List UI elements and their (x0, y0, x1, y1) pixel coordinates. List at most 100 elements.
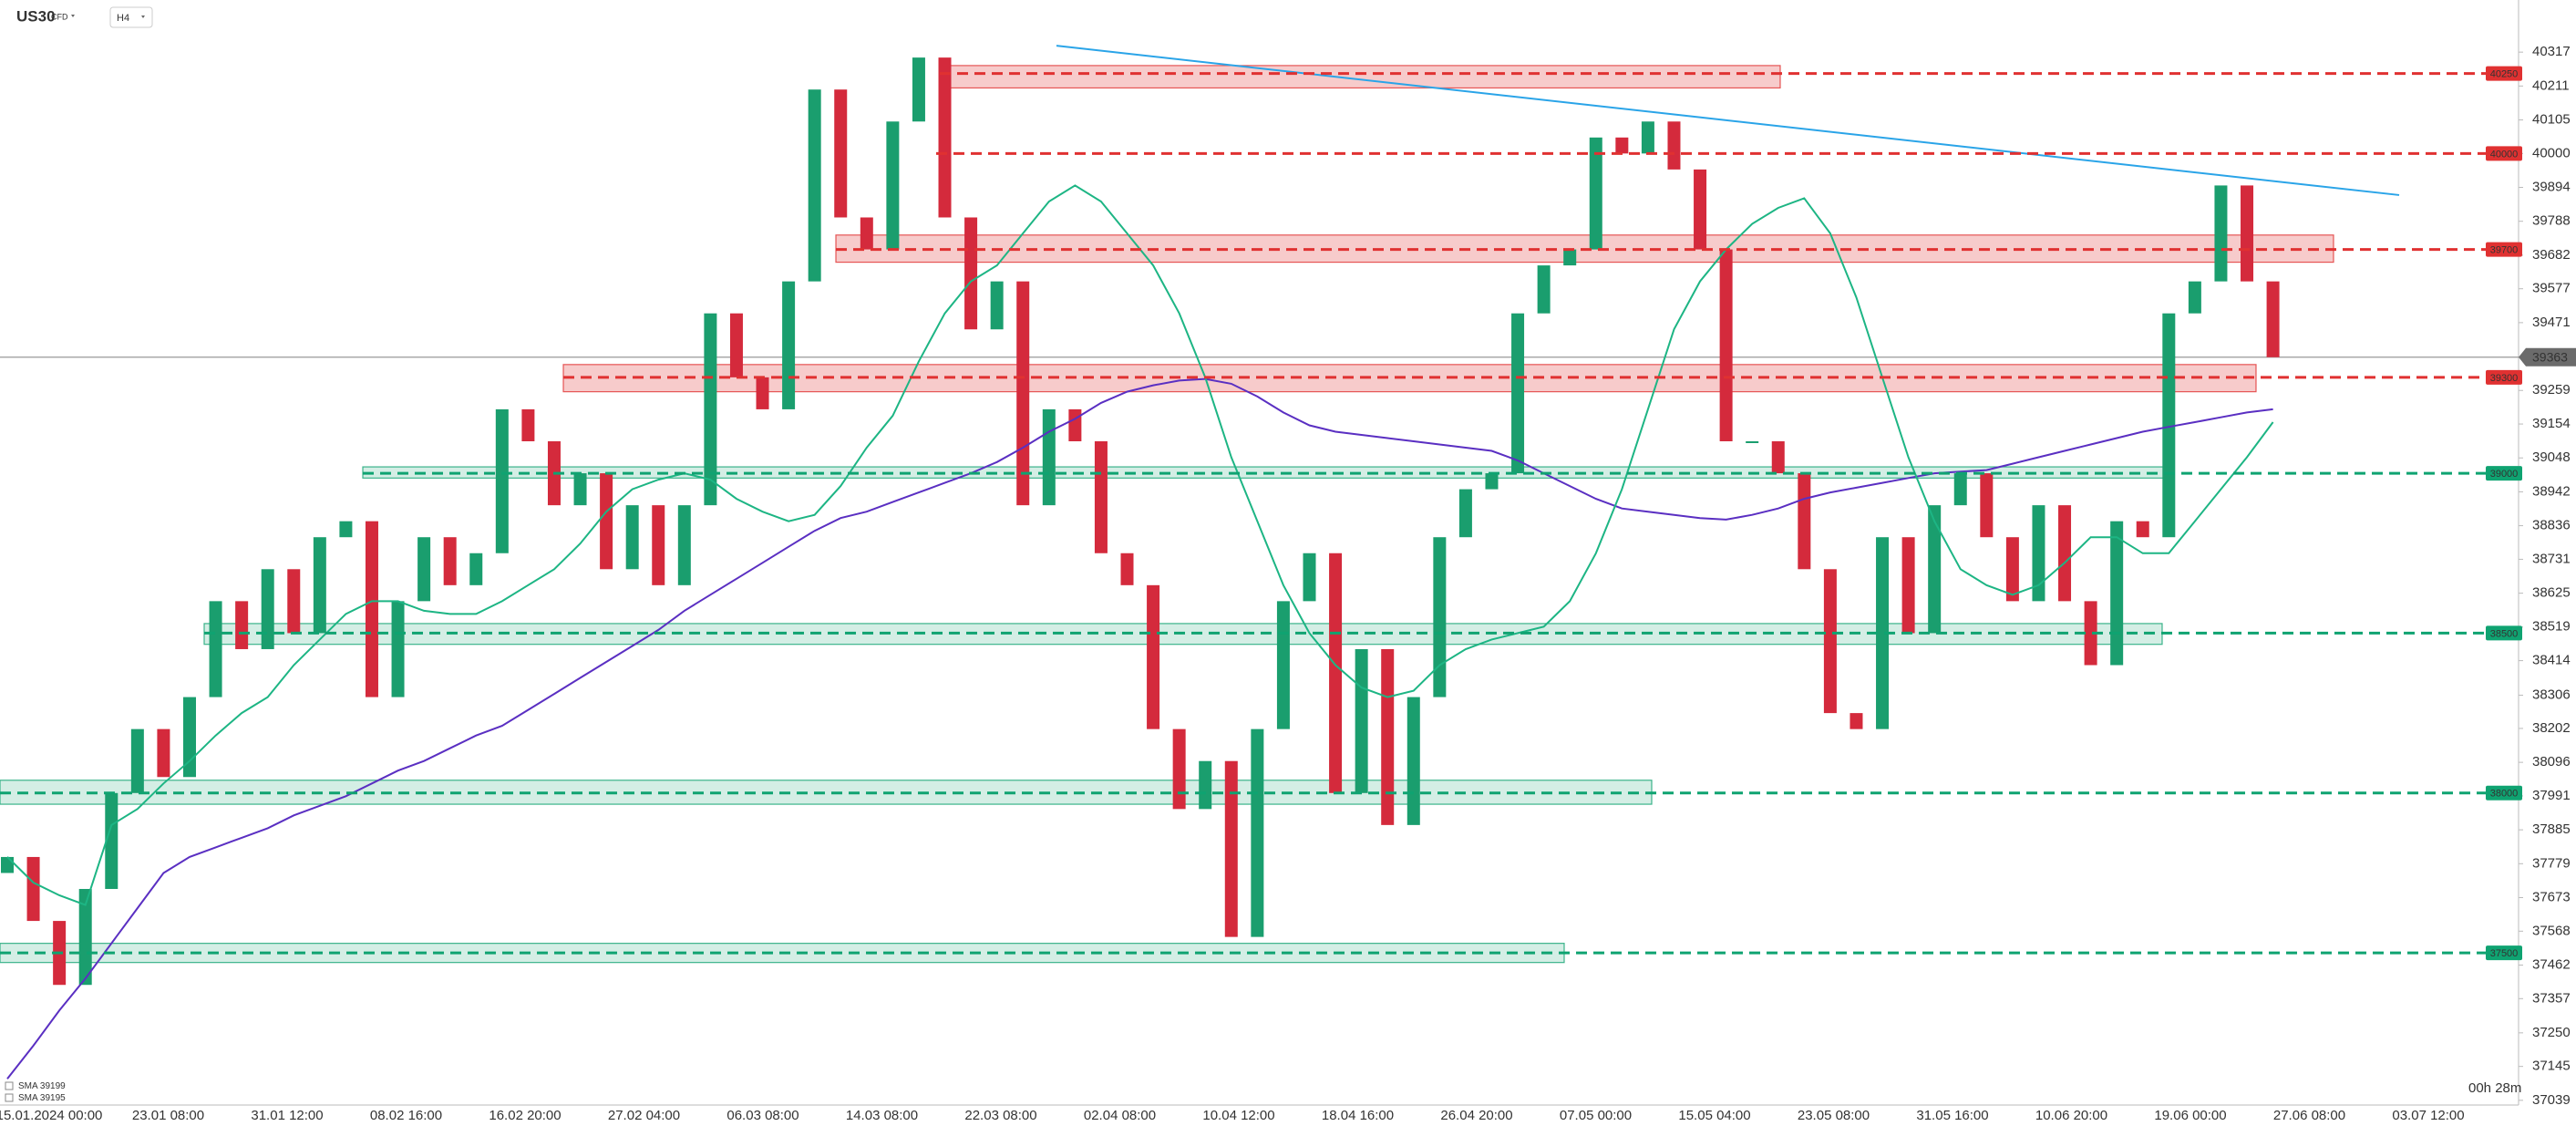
y-tick-label: 37885 (2532, 821, 2571, 837)
candle-body (1016, 281, 1030, 506)
candle-body (2110, 521, 2124, 666)
candle-body (1563, 249, 1577, 266)
candle-body (1458, 489, 1472, 538)
candle-body (600, 473, 613, 570)
y-tick-label: 39577 (2532, 281, 2571, 296)
x-tick-label: 10.06 20:00 (2035, 1108, 2107, 1123)
candle-body (261, 569, 274, 649)
x-tick-label: 22.03 08:00 (964, 1108, 1036, 1123)
candle-body (78, 889, 92, 986)
y-tick-label: 38306 (2532, 687, 2571, 702)
candle-body (1771, 441, 1785, 474)
candle-body (573, 473, 587, 506)
legend-icon (5, 1081, 14, 1090)
x-tick-label: 14.03 08:00 (846, 1108, 918, 1123)
y-tick-label: 38942 (2532, 483, 2571, 499)
dropdown-arrow[interactable] (71, 15, 75, 17)
level-label: 38500 (2490, 628, 2519, 639)
candle-body (1850, 713, 1863, 729)
candle-body (1433, 537, 1447, 697)
zone (939, 65, 1781, 89)
symbol[interactable]: US30 (16, 7, 56, 25)
y-tick-label: 38836 (2532, 518, 2571, 533)
y-tick-label: 40317 (2532, 44, 2571, 59)
x-tick-label: 03.07 12:00 (2392, 1108, 2464, 1123)
candle-body (808, 89, 821, 282)
candle-body (1511, 313, 1525, 474)
y-tick-label: 37991 (2532, 788, 2571, 803)
y-tick-label: 38519 (2532, 619, 2571, 635)
candle-body (1876, 537, 1890, 729)
candle-body (26, 856, 40, 922)
candle-body (287, 569, 301, 634)
candle-body (1406, 697, 1420, 825)
candle-body (2136, 521, 2149, 538)
y-tick-label: 37779 (2532, 855, 2571, 871)
y-tick-label: 38731 (2532, 551, 2571, 566)
candle-body (1042, 408, 1056, 506)
legend-value: 39195 (40, 1093, 66, 1103)
y-tick-label: 38096 (2532, 754, 2571, 770)
candle-body (1355, 648, 1368, 793)
x-tick-label: 02.04 08:00 (1084, 1108, 1156, 1123)
x-tick-label: 27.06 08:00 (2273, 1108, 2345, 1123)
candle-body (417, 537, 431, 602)
candle-body (130, 728, 144, 793)
candle-body (1094, 441, 1108, 553)
candle-body (834, 89, 848, 218)
level-tag (2486, 146, 2522, 161)
x-tick-label: 26.04 20:00 (1440, 1108, 1512, 1123)
legend-entry: SMA 39199 (18, 1081, 66, 1091)
x-tick-label: 10.04 12:00 (1202, 1108, 1274, 1123)
y-tick-label: 40105 (2532, 111, 2571, 127)
y-tick-label: 40000 (2532, 145, 2571, 160)
level-label: 40250 (2490, 69, 2519, 80)
candle-body (2084, 601, 2097, 666)
dropdown-arrow[interactable] (141, 15, 145, 18)
candle-body (1719, 249, 1733, 441)
trendline (1056, 45, 2400, 196)
level-tag (2486, 945, 2522, 961)
candle-body (105, 792, 118, 890)
y-tick-label: 39682 (2532, 247, 2571, 263)
candle-body (704, 313, 717, 506)
level-label: 39300 (2490, 373, 2519, 384)
candle-body (1, 856, 14, 873)
candle-body (1980, 473, 1994, 538)
y-tick-label: 37357 (2532, 990, 2571, 1006)
y-tick-label: 39259 (2532, 382, 2571, 398)
level-tag (2486, 785, 2522, 801)
candle-body (938, 57, 952, 218)
timeframe[interactable]: H4 (117, 13, 129, 24)
candle-body (964, 217, 978, 330)
candle-body (1251, 728, 1264, 937)
level-tag (2486, 66, 2522, 81)
y-tick-label: 39788 (2532, 213, 2571, 229)
candle-body (729, 313, 743, 377)
level-label: 39000 (2490, 469, 2519, 480)
x-tick-label: 16.02 20:00 (489, 1108, 561, 1123)
timeframe-select[interactable] (109, 6, 153, 28)
level-label: 39700 (2490, 244, 2519, 255)
candle-body (1615, 137, 1629, 154)
candle-body (1147, 584, 1160, 729)
candle-body (677, 505, 691, 585)
candle-body (1953, 473, 1967, 506)
y-tick-label: 37039 (2532, 1092, 2571, 1108)
candle-body (652, 505, 665, 585)
candle-body (1224, 760, 1238, 937)
candle-body (2266, 281, 2280, 357)
candle-body (1537, 265, 1551, 314)
candle-body (1746, 441, 1759, 443)
x-tick-label: 15.05 04:00 (1678, 1108, 1750, 1123)
candle-body (1172, 728, 1186, 810)
candle-body (1823, 569, 1837, 714)
y-tick-label: 37568 (2532, 923, 2571, 938)
candle-body (339, 521, 353, 538)
candle-body (2058, 505, 2072, 602)
candle-body (1485, 473, 1499, 490)
x-tick-label: 31.05 16:00 (1916, 1108, 1988, 1123)
candle-body (235, 601, 249, 649)
